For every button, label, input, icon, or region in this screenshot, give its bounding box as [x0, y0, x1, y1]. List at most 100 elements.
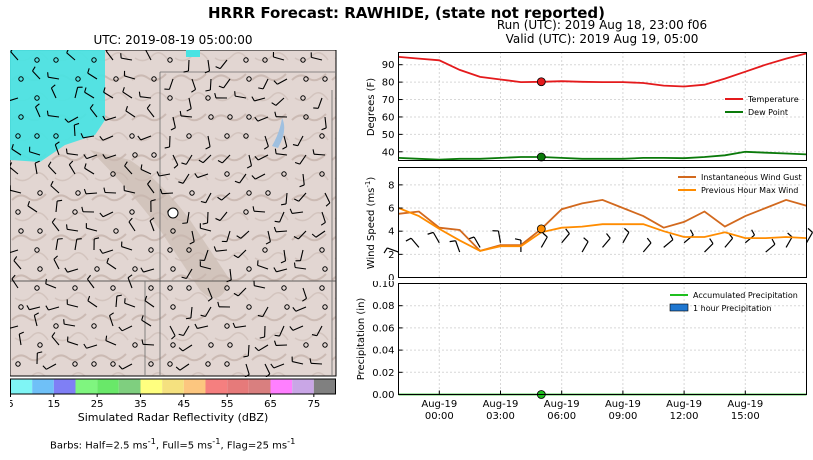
- wind-barb-flag: [46, 110, 49, 116]
- calm-wind-marker: [132, 266, 138, 272]
- wind-barb-flag: [771, 238, 776, 245]
- wind-barb-flag: [45, 305, 49, 311]
- wind-barb-flag: [57, 199, 63, 202]
- x-tick-label-date: Aug-19: [421, 399, 457, 410]
- wind-barb-shaft: [169, 325, 176, 336]
- wind-barb-shaft: [285, 192, 288, 205]
- wind-barb-shaft: [704, 243, 714, 253]
- barbs-note-part: , Flag=25 ms: [220, 440, 288, 452]
- calm-wind-marker: [246, 266, 252, 272]
- wind-barb-shaft: [144, 300, 155, 308]
- wind-barb-shaft: [387, 247, 399, 253]
- calm-wind-marker: [281, 285, 287, 291]
- wind-barb-flag: [84, 87, 87, 93]
- wind-barb-flag: [254, 155, 259, 161]
- x-tick-label-time: 09:00: [608, 411, 637, 422]
- wind-barb-flag: [205, 146, 211, 150]
- wind-barb-shaft: [10, 51, 19, 61]
- wind-barb-shaft: [235, 95, 247, 99]
- wind-barb-shaft: [321, 211, 326, 223]
- wind-barb-flag: [294, 198, 299, 202]
- wind-barb-shaft: [10, 249, 19, 254]
- y-tick-label: 0.00: [372, 390, 394, 401]
- wind-barb-shaft: [207, 59, 211, 71]
- wind-barb-flag: [124, 161, 128, 167]
- wind-barb-shaft: [102, 135, 114, 141]
- colorbar-cell: [162, 379, 184, 394]
- calm-wind-marker: [322, 266, 328, 272]
- wind-barb-flag: [302, 297, 307, 302]
- wind-barb-flag: [258, 87, 264, 90]
- wind-barb-flag: [257, 314, 263, 318]
- colorbar-cell: [292, 379, 314, 394]
- wind-barb-shaft: [48, 76, 60, 80]
- wind-barb-flag: [449, 240, 456, 243]
- wind-barb-flag: [583, 237, 589, 243]
- wind-barb-shaft: [103, 91, 114, 99]
- valid-line: Valid (UTC): 2019 Aug 19, 05:00: [505, 32, 699, 46]
- calm-wind-marker: [322, 76, 328, 82]
- wind-barb-shaft: [33, 315, 38, 327]
- wind-barb-flag: [105, 50, 108, 52]
- wind-barb-shaft: [121, 57, 133, 61]
- wind-barb-flag: [106, 257, 110, 263]
- wind-barb-flag: [179, 110, 182, 117]
- colorbar-ticks: 5 15 25 35 45 55 65 75: [10, 394, 320, 410]
- wind-barb-flag: [83, 154, 88, 159]
- wind-barb-flag: [311, 233, 317, 238]
- calm-wind-marker: [300, 95, 306, 101]
- wind-barb-shaft: [67, 341, 79, 346]
- wind-barb-shaft: [140, 135, 152, 141]
- wind-barb-flag: [109, 312, 114, 317]
- wind-barb-shaft: [292, 361, 304, 365]
- calm-wind-marker: [15, 133, 21, 139]
- wind-barb-shaft: [207, 287, 213, 299]
- wind-barb-shaft: [254, 97, 266, 102]
- wind-barb-flag: [787, 232, 793, 238]
- wind-barb-flag: [65, 148, 68, 154]
- calm-wind-marker: [129, 209, 135, 215]
- wind-barb-flag: [87, 68, 90, 74]
- wind-barb-shaft: [74, 239, 78, 251]
- wind-barb-shaft: [297, 135, 304, 146]
- wind-barb-shaft: [172, 116, 176, 128]
- colorbar-cell: [10, 379, 33, 394]
- wind-barb-flag: [35, 103, 40, 108]
- calm-wind-marker: [37, 342, 43, 348]
- wind-barb-flag: [99, 135, 104, 141]
- wind-barb-shaft: [257, 264, 269, 270]
- wind-barb-shaft: [84, 167, 95, 175]
- wind-barb-flag: [50, 180, 54, 186]
- wind-barb-flag: [118, 326, 123, 332]
- wind-barb-shaft: [805, 232, 813, 244]
- wind-barb-shaft: [122, 91, 133, 99]
- wind-barb-flag: [232, 322, 236, 328]
- wind-barb-shaft: [313, 153, 326, 156]
- wind-barb-flag: [273, 226, 277, 233]
- wind-barb-flag: [178, 347, 184, 352]
- y-tick-label: 0.02: [372, 368, 394, 379]
- wind-barb-shaft: [35, 106, 41, 118]
- wind-barb-flag: [99, 212, 104, 218]
- wind-barb-shaft: [182, 173, 190, 184]
- wind-barb-shaft: [179, 363, 190, 371]
- wind-barb-shaft: [276, 153, 288, 156]
- calm-wind-marker: [227, 342, 233, 348]
- calm-wind-marker: [37, 228, 43, 234]
- figure-title: HRRR Forecast: RAWHIDE, (state not repor…: [207, 4, 606, 22]
- wind-barb-shaft: [55, 201, 58, 213]
- wind-barb-flag: [178, 181, 184, 184]
- wind-barb-shaft: [67, 268, 79, 273]
- wind-barb-flag: [514, 238, 522, 241]
- wind-barb-flag: [64, 118, 69, 123]
- x-tick-label-time: 12:00: [670, 411, 699, 422]
- colorbar-cell: [32, 379, 54, 394]
- wind-barb-flag: [137, 135, 142, 141]
- wind-barb-flag: [274, 148, 277, 154]
- wind-barb-flag: [138, 91, 141, 97]
- wind-barb-shaft: [105, 50, 114, 61]
- x-tick-label-date: Aug-19: [483, 399, 519, 410]
- wind-barb-shaft: [185, 154, 193, 165]
- wind-barb-shaft: [277, 78, 288, 85]
- wind-barb-flag: [164, 146, 170, 149]
